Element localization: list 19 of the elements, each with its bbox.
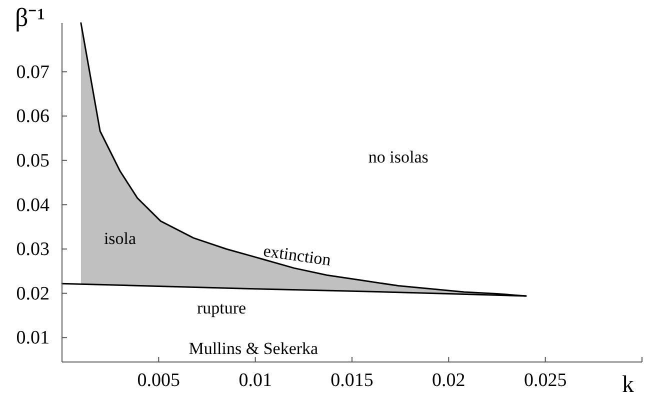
x-tick-label: 0.015 [330, 370, 374, 391]
x-tick-label: 0.02 [432, 370, 466, 391]
x-axis-title: k [622, 372, 634, 398]
annotation: no isolas [368, 148, 428, 167]
y-tick-label: 0.03 [16, 239, 50, 260]
y-tick-label: 0.02 [16, 283, 50, 304]
y-tick-label: 0.05 [16, 150, 50, 172]
annotation: Mullins & Sekerka [188, 339, 319, 358]
x-tick-label: 0.01 [238, 370, 272, 391]
annotation: extinction [262, 241, 333, 270]
x-tick-label: 0.005 [137, 370, 180, 391]
x-tick-label: 0.025 [524, 370, 567, 391]
annotation: isola [104, 228, 137, 248]
y-tick-label: 0.07 [16, 62, 50, 83]
y-axis-title: β⁻¹ [14, 3, 46, 32]
y-tick-label: 0.04 [16, 194, 50, 216]
annotation: rupture [196, 298, 246, 318]
y-tick-label: 0.06 [16, 106, 50, 128]
y-tick-label: 0.01 [16, 328, 50, 349]
